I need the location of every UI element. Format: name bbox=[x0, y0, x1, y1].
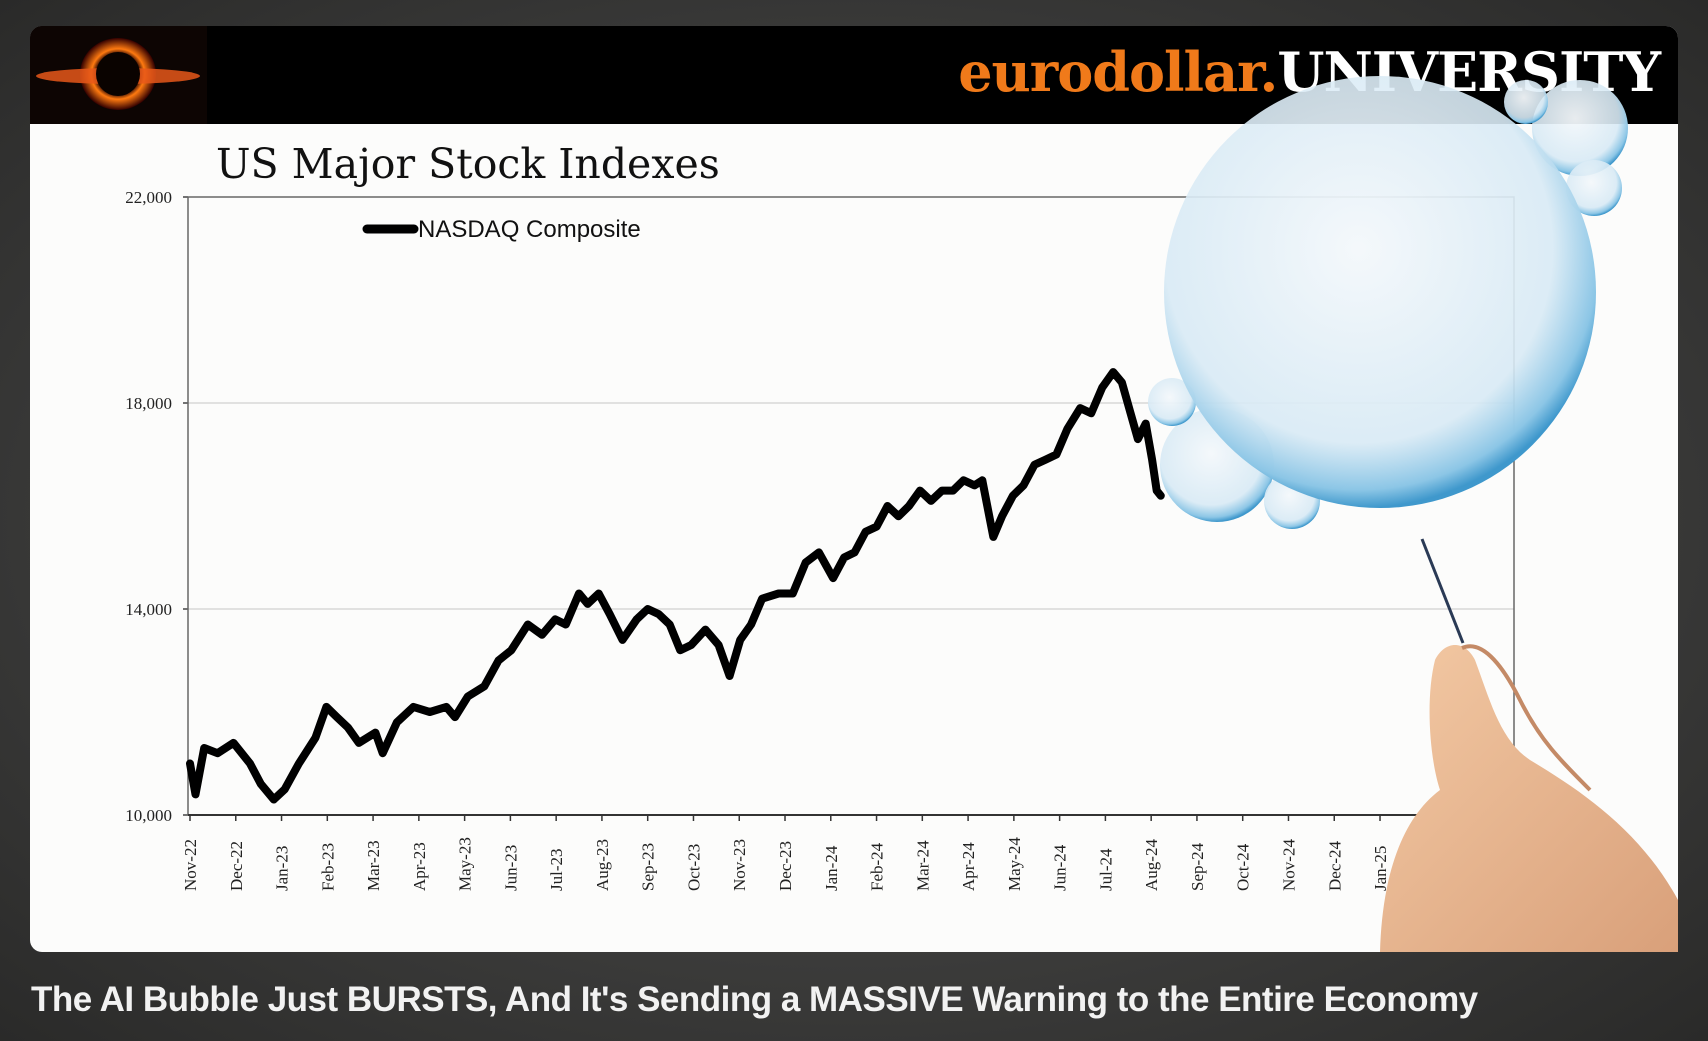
x-tick-label: May-24 bbox=[1005, 837, 1024, 891]
x-tick-label: Jan-25 bbox=[1371, 846, 1390, 891]
x-tick-label: Jan-23 bbox=[273, 846, 292, 891]
x-tick-label: Mar-24 bbox=[913, 840, 932, 891]
x-tick-label: Apr-23 bbox=[410, 842, 429, 891]
y-tick-label: 22,000 bbox=[125, 188, 172, 207]
chart-title: US Major Stock Indexes bbox=[216, 140, 720, 188]
legend-label: NASDAQ Composite bbox=[418, 216, 641, 243]
x-tick-label: Dec-24 bbox=[1325, 840, 1344, 891]
x-tick-label: Oct-24 bbox=[1234, 843, 1253, 891]
x-tick-label: Dec-22 bbox=[227, 841, 246, 891]
small-bubble bbox=[1148, 378, 1196, 426]
brand-name: eurodollar.UNIVERSITY bbox=[958, 40, 1661, 104]
x-tick-label: Sep-23 bbox=[639, 843, 658, 891]
brand-part1: eurodollar. bbox=[958, 40, 1278, 104]
x-tick-label: Nov-24 bbox=[1279, 839, 1298, 891]
x-tick-label: Jul-23 bbox=[547, 849, 566, 892]
x-tick-label: Nov-23 bbox=[730, 839, 749, 891]
x-tick-label: Jun-23 bbox=[501, 845, 520, 891]
y-tick-label: 18,000 bbox=[125, 394, 172, 413]
x-tick-label: Dec-23 bbox=[776, 841, 795, 891]
nasdaq-line bbox=[186, 368, 1165, 804]
x-tick-label: Jun-24 bbox=[1051, 844, 1070, 891]
x-tick-label: Jul-24 bbox=[1096, 848, 1115, 891]
video-title: The AI Bubble Just BURSTS, And It's Send… bbox=[31, 980, 1478, 1019]
x-tick-label: Sep-24 bbox=[1188, 842, 1207, 891]
large-bubble bbox=[1164, 76, 1596, 508]
x-tick-label: Feb-23 bbox=[318, 843, 337, 891]
x-tick-label: Aug-23 bbox=[593, 839, 612, 891]
small-bubble bbox=[1532, 80, 1628, 176]
x-tick-label: May-23 bbox=[456, 837, 475, 891]
x-tick-label: Oct-23 bbox=[684, 844, 703, 891]
bubble-illustration bbox=[1148, 76, 1678, 952]
x-tick-label: Mar-23 bbox=[364, 840, 383, 891]
logo-ring-icon bbox=[36, 38, 200, 110]
x-tick-label: Apr-24 bbox=[959, 842, 978, 891]
small-bubble bbox=[1504, 80, 1548, 124]
y-tick-label: 14,000 bbox=[125, 600, 172, 619]
x-tick-label: Aug-24 bbox=[1142, 839, 1161, 891]
small-bubble bbox=[1566, 160, 1622, 216]
x-tick-label: Jan-24 bbox=[822, 845, 841, 891]
logo bbox=[30, 26, 207, 124]
header-bar: eurodollar.UNIVERSITY bbox=[30, 26, 1678, 124]
hand-illustration bbox=[1380, 645, 1678, 952]
needle-icon bbox=[1420, 538, 1465, 644]
x-tick-label: Feb-24 bbox=[868, 842, 887, 891]
x-tick-label: Nov-22 bbox=[181, 839, 200, 891]
y-tick-label: 10,000 bbox=[125, 806, 172, 825]
